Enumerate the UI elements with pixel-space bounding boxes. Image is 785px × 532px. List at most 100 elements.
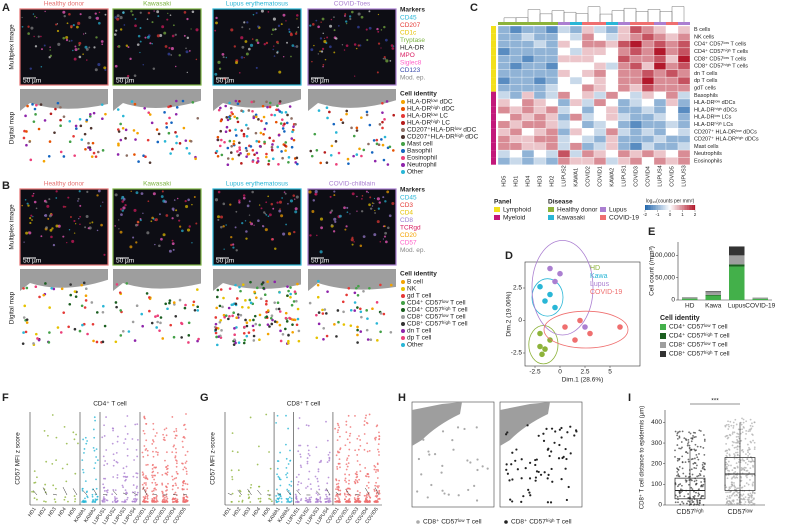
image-signal (343, 206, 346, 210)
cell-dot (181, 99, 185, 103)
image-signal (271, 33, 273, 36)
legend-dot (401, 121, 405, 125)
column-label: KAWA2 (609, 168, 615, 187)
cell-dot (259, 297, 263, 301)
image-signal (238, 199, 241, 202)
cell-point (143, 416, 146, 419)
cell-point (564, 467, 567, 470)
colorbar-step (648, 205, 651, 210)
cell-dot (257, 140, 261, 143)
cell-dot (278, 100, 282, 103)
disease-bar (630, 22, 642, 25)
cell-point (156, 453, 159, 456)
cell-dot (366, 317, 369, 320)
cell-dot (101, 310, 105, 314)
cell-point (174, 482, 177, 485)
cell-point (126, 496, 129, 499)
cell-point (165, 451, 168, 454)
mean-bar (345, 489, 350, 496)
cell-point (740, 476, 743, 479)
heat-cell (605, 40, 619, 49)
cell-dot (101, 340, 105, 344)
heat-cell (569, 128, 583, 136)
image-signal (309, 24, 312, 27)
cell-point (687, 500, 690, 503)
cell-point (73, 495, 76, 497)
cell-point (702, 466, 704, 469)
image-signal (119, 208, 123, 211)
cell-point (154, 447, 157, 449)
cell-point (742, 421, 745, 424)
cell-point (733, 431, 736, 434)
cell-dot (163, 140, 167, 143)
image-signal (30, 214, 33, 217)
cell-dot (323, 151, 327, 154)
cell-point (103, 499, 106, 501)
scale-bar-label: 50 µm (216, 78, 234, 85)
cell-dot (25, 143, 28, 147)
cell-point (748, 494, 751, 497)
heat-cell (617, 40, 631, 49)
cell-dot (216, 135, 220, 139)
image-signal (249, 43, 254, 47)
image-signal (103, 253, 106, 256)
cell-point (698, 472, 701, 475)
heat-cell (545, 128, 559, 136)
cell-dot (187, 321, 191, 325)
cell-point (161, 500, 164, 503)
heat-cell (653, 62, 667, 70)
cell-point (356, 454, 359, 456)
cell-point (724, 435, 727, 438)
cell-point (335, 454, 338, 457)
image-signal (185, 47, 187, 50)
cell-dot (238, 100, 241, 103)
epidermis-shape (20, 269, 108, 291)
cell-dot (289, 296, 292, 299)
cell-point (696, 456, 699, 459)
cell-point (733, 488, 736, 491)
image-signal (123, 24, 126, 26)
cell-point (373, 490, 376, 492)
cell-point (357, 495, 359, 498)
cell-dot (290, 145, 294, 149)
cell-point (154, 474, 157, 477)
cell-point (534, 458, 537, 462)
legend-dot (401, 287, 405, 291)
cell-point (700, 497, 702, 499)
y-axis-label: Dim.2 (19.06%) (506, 291, 513, 336)
bar-segment (752, 298, 769, 300)
image-signal (309, 234, 312, 237)
cell-dot (236, 150, 239, 153)
cell-point (349, 500, 351, 503)
cell-point (337, 429, 340, 432)
colorbar-tick-label: -2 (643, 212, 647, 217)
image-signal (230, 243, 233, 247)
cell-point (184, 500, 187, 503)
cell-point (743, 468, 746, 471)
cell-dot (381, 126, 384, 130)
cell-dot (288, 316, 291, 320)
scale-bar-label: 50 µm (116, 258, 134, 265)
y-axis-label: CD8⁺ T cell distance to epidermis (µm) (639, 406, 646, 509)
plot-frame (524, 261, 641, 367)
image-signal (70, 39, 73, 42)
disease-bar (606, 22, 618, 25)
x-tick-label: HD2 (232, 506, 243, 518)
heat-cell (581, 62, 595, 70)
dendrogram (635, 11, 649, 22)
cell-point (134, 494, 137, 497)
image-signal (73, 219, 76, 223)
cell-point (695, 503, 698, 506)
cell-point (131, 500, 134, 503)
cell-point (546, 477, 549, 480)
bar-segment (752, 297, 769, 299)
cell-dot (265, 155, 268, 159)
cell-dot (326, 290, 329, 293)
cell-point (359, 444, 362, 447)
cell-point (186, 488, 189, 491)
image-signal (293, 230, 296, 234)
legend-text: Lupus (609, 207, 627, 214)
heat-cell (581, 40, 595, 49)
cell-point (349, 432, 352, 435)
heat-cell (581, 128, 595, 136)
